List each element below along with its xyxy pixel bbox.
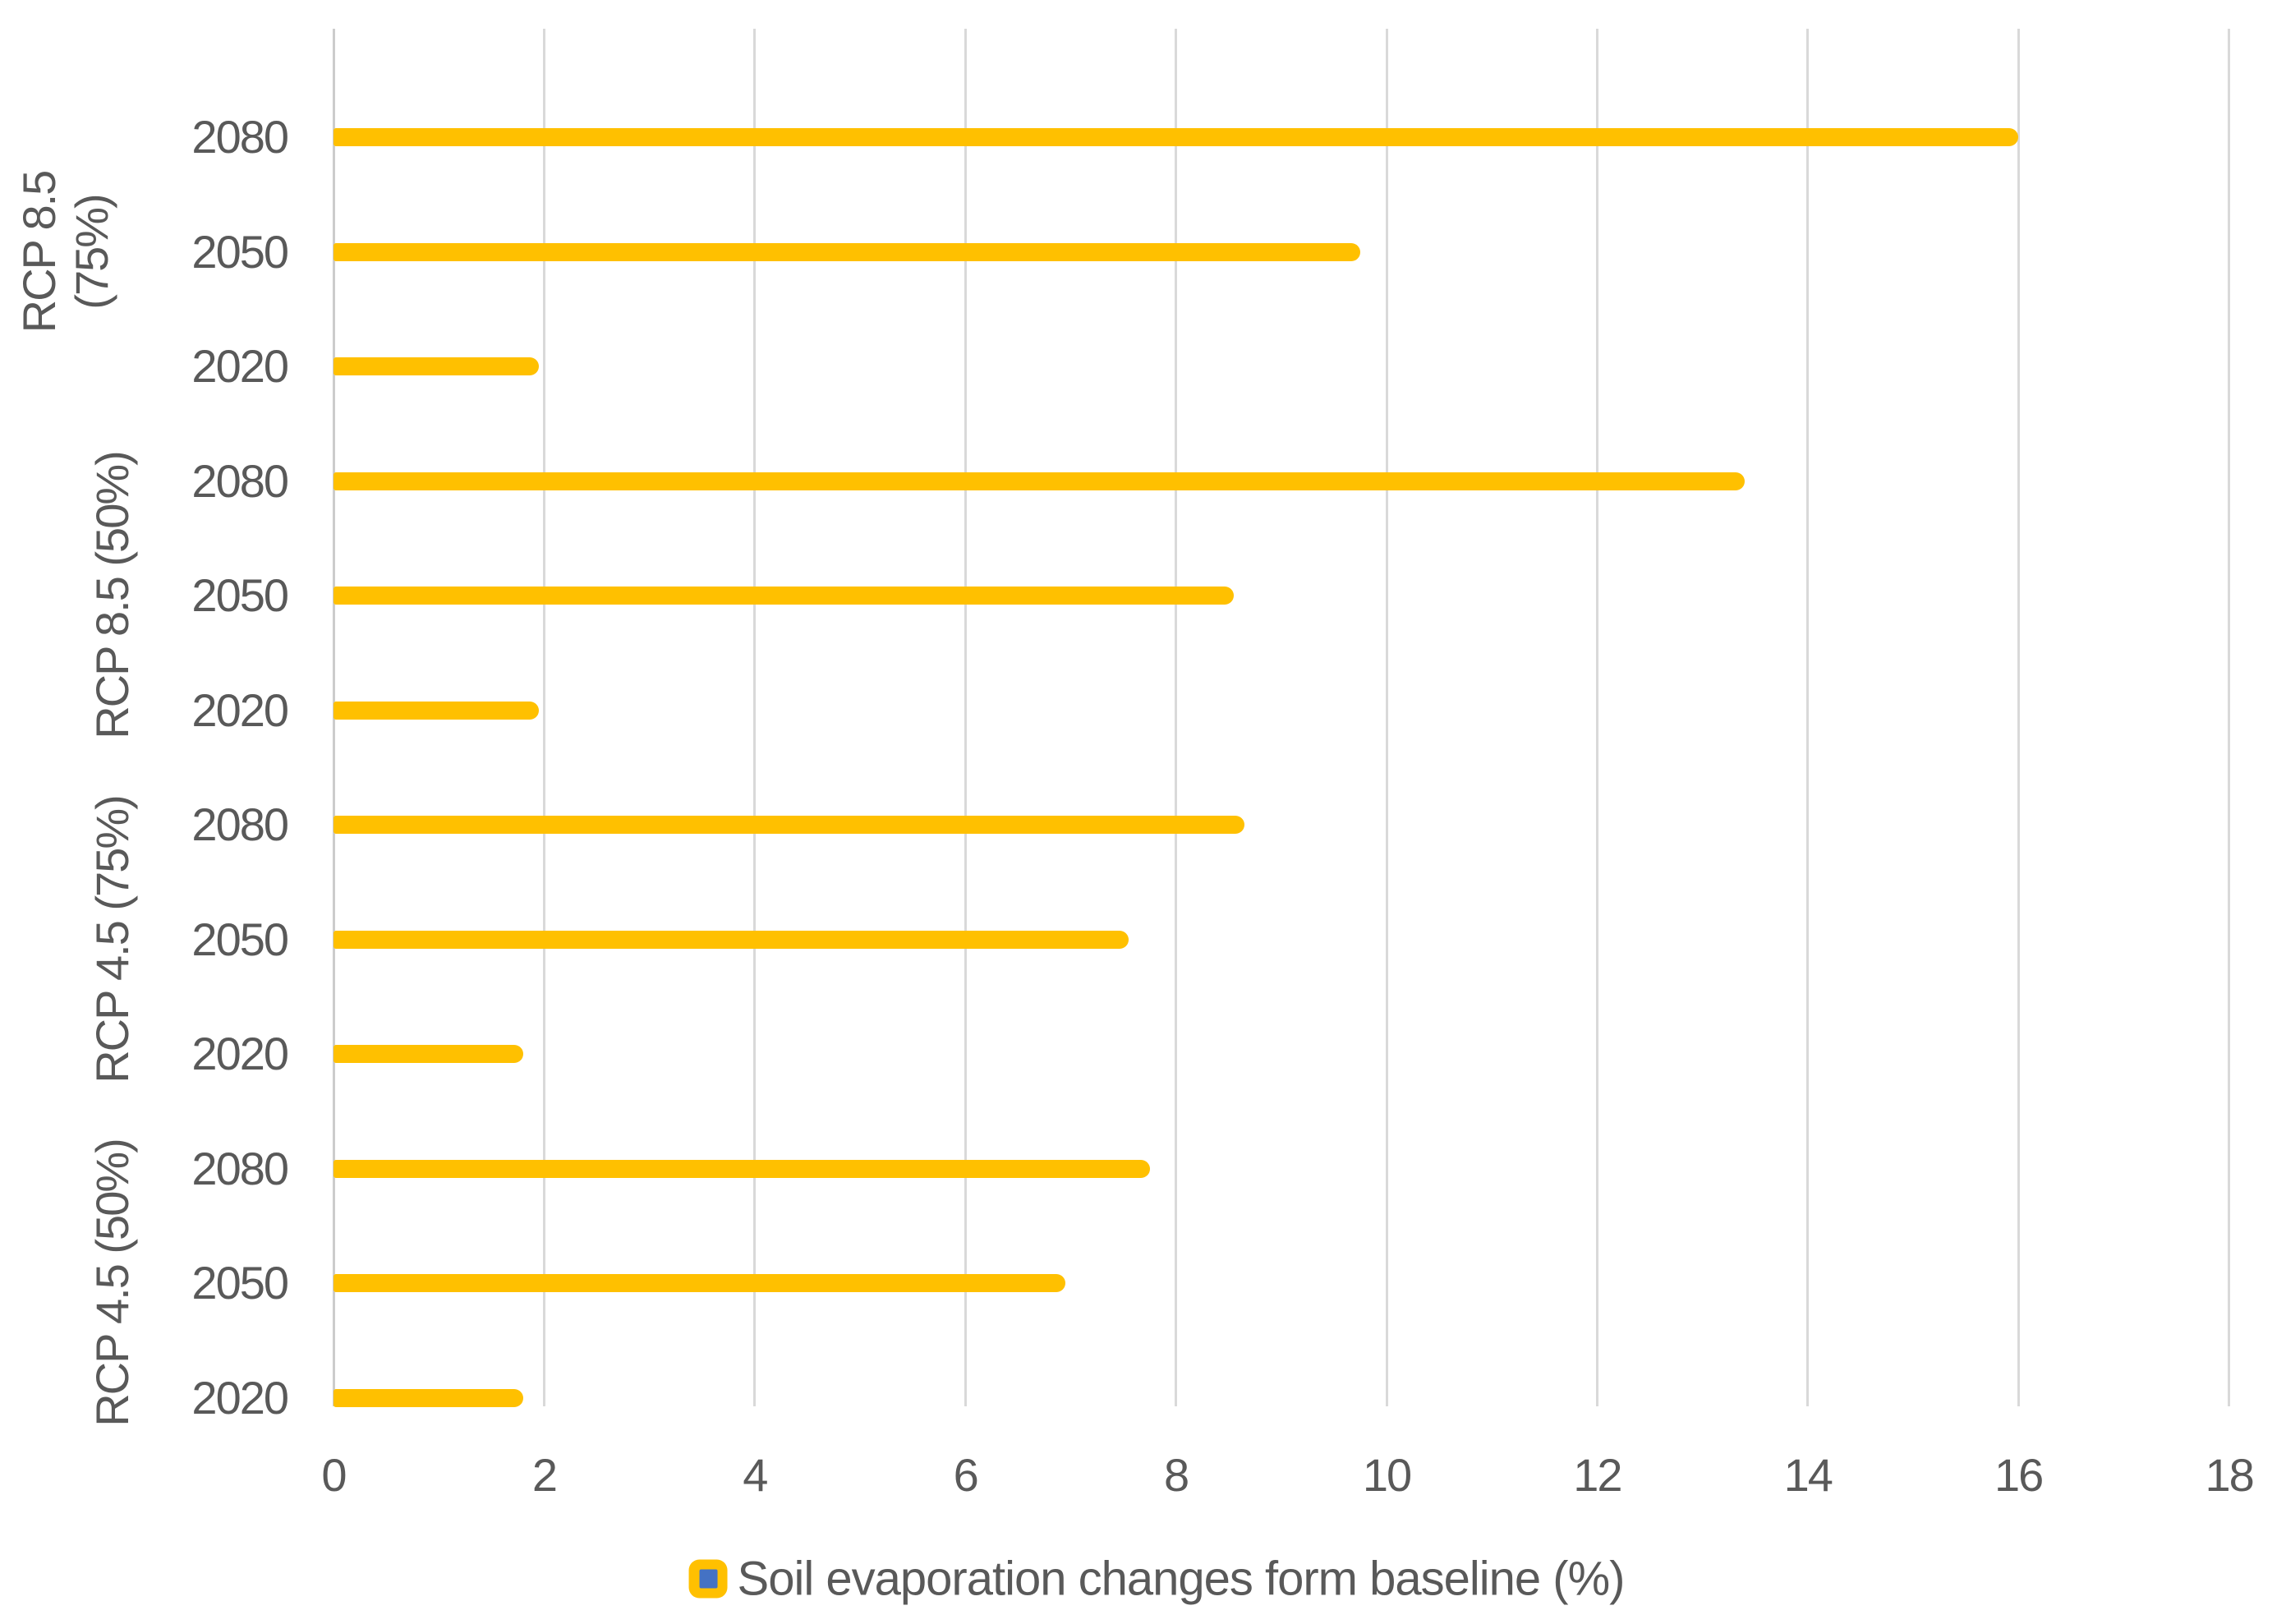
x-axis-tick-label: 0: [321, 1449, 347, 1501]
gridline: [1385, 29, 1388, 1406]
legend: Soil evaporation changes form baseline (…: [688, 1552, 1626, 1607]
category-year-label: 2080: [191, 111, 289, 163]
bar: [333, 357, 539, 375]
bar: [333, 242, 1360, 261]
gridline: [1595, 29, 1598, 1406]
x-axis-tick-label: 14: [1783, 1449, 1833, 1501]
category-year-label: 2020: [191, 340, 289, 392]
category-year-label: 2020: [191, 683, 289, 736]
legend-series-marker-icon: [688, 1559, 728, 1599]
x-axis-tick-label: 2: [531, 1449, 558, 1501]
bar: [333, 930, 1129, 949]
bar: [333, 1159, 1150, 1178]
legend-label: Soil evaporation changes form baseline (…: [737, 1552, 1626, 1606]
bar: [333, 1388, 523, 1407]
x-axis-tick-label: 16: [1994, 1449, 2044, 1501]
bar: [333, 472, 1745, 490]
gridline: [964, 29, 967, 1406]
category-year-label: 2050: [191, 913, 289, 965]
x-axis-tick-label: 6: [953, 1449, 979, 1501]
bar: [333, 1274, 1065, 1292]
bar: [333, 128, 2018, 146]
category-year-label: 2080: [191, 798, 289, 850]
category-year-label: 2080: [191, 1142, 289, 1194]
category-year-label: 2050: [191, 569, 289, 621]
group-axis-label: RCP 4.5 (75%): [86, 795, 138, 1083]
category-year-label: 2020: [191, 1028, 289, 1079]
x-axis-tick-label: 10: [1362, 1449, 1412, 1501]
category-year-label: 2080: [191, 454, 289, 507]
gridline: [2017, 29, 2020, 1406]
gridline: [753, 29, 757, 1406]
gridline: [1806, 29, 1810, 1406]
gridline: [2228, 29, 2231, 1406]
category-year-label: 2050: [191, 1257, 289, 1309]
bar: [333, 816, 1244, 834]
bar: [333, 701, 539, 720]
bar: [333, 587, 1234, 605]
x-axis-tick-label: 8: [1164, 1449, 1189, 1501]
x-axis-tick-label: 12: [1573, 1449, 1622, 1501]
gridline: [542, 29, 545, 1406]
category-year-label: 2050: [191, 225, 289, 278]
group-axis-label: RCP 4.5 (50%): [86, 1139, 138, 1427]
bar: [333, 1045, 523, 1063]
legend-series-marker-inner-icon: [699, 1569, 718, 1589]
x-axis-tick-label: 4: [743, 1449, 768, 1501]
group-axis-label: RCP 8.5 (50%): [86, 452, 138, 739]
gridline: [1175, 29, 1178, 1406]
category-year-label: 2020: [191, 1371, 289, 1424]
group-axis-label: RCP 8.5 (75%): [13, 171, 117, 333]
x-axis-tick-label: 18: [2205, 1449, 2254, 1501]
